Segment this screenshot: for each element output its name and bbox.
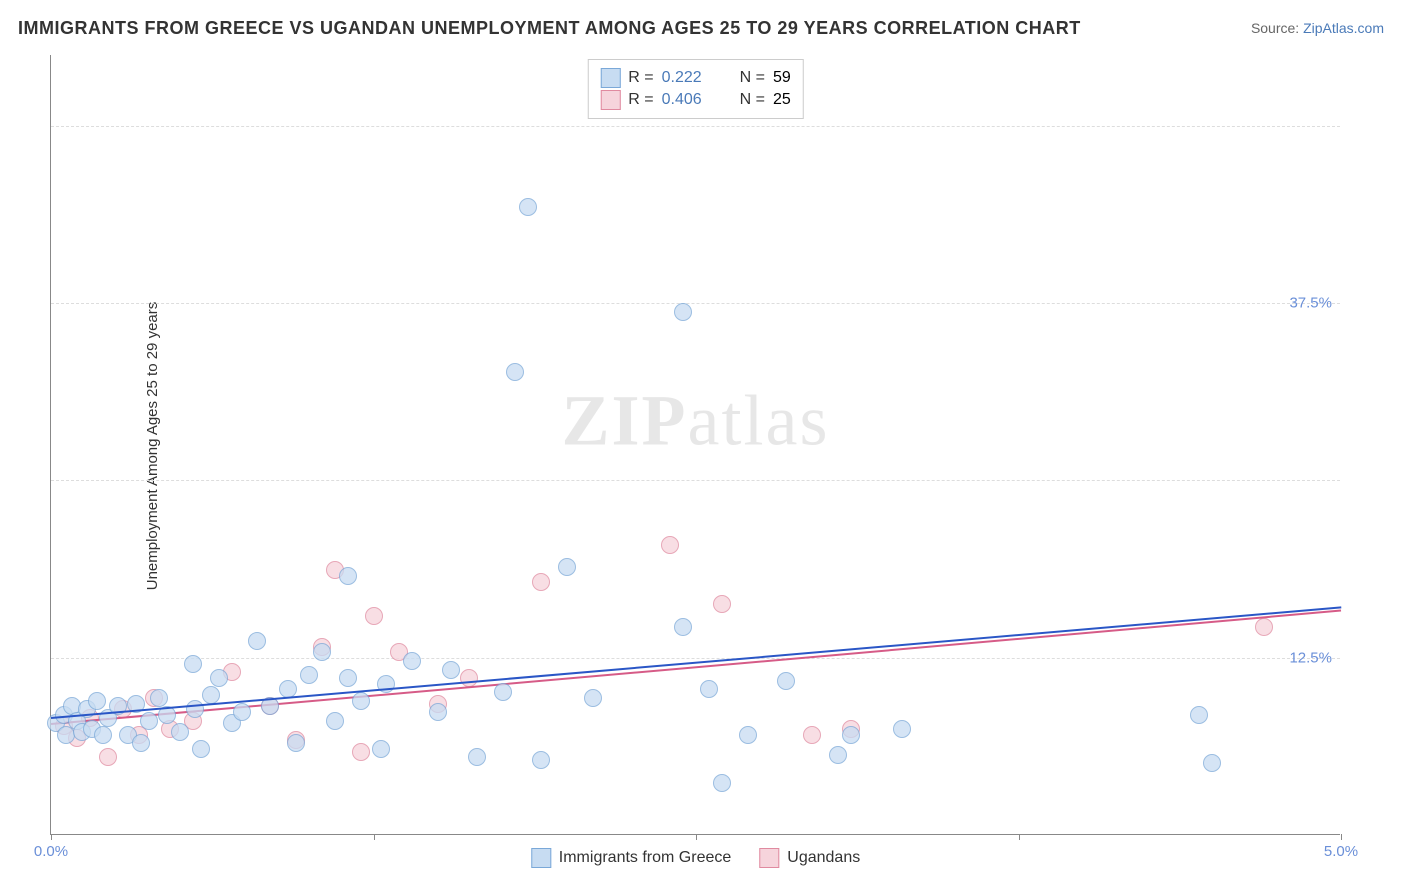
data-point-greece <box>584 689 602 707</box>
data-point-greece <box>184 655 202 673</box>
data-point-ugandans <box>532 573 550 591</box>
r-value-ugandans: 0.406 <box>662 91 718 109</box>
data-point-greece <box>429 703 447 721</box>
gridline <box>51 658 1340 659</box>
y-tick-label: 37.5% <box>1289 295 1332 312</box>
correlation-legend: R = 0.222 N = 59 R = 0.406 N = 25 <box>587 59 803 119</box>
data-point-greece <box>532 751 550 769</box>
x-tick <box>1341 834 1342 840</box>
gridline <box>51 303 1340 304</box>
data-point-greece <box>171 723 189 741</box>
x-tick-label: 0.0% <box>34 843 68 860</box>
y-tick-label: 12.5% <box>1289 649 1332 666</box>
data-point-greece <box>519 198 537 216</box>
data-point-greece <box>700 680 718 698</box>
series-legend: Immigrants from Greece Ugandans <box>531 848 860 868</box>
data-point-greece <box>202 686 220 704</box>
r-value-greece: 0.222 <box>662 69 718 87</box>
data-point-greece <box>372 740 390 758</box>
data-point-greece <box>739 726 757 744</box>
data-point-greece <box>248 632 266 650</box>
source-link[interactable]: ZipAtlas.com <box>1303 20 1384 36</box>
data-point-greece <box>442 661 460 679</box>
data-point-greece <box>192 740 210 758</box>
data-point-greece <box>494 683 512 701</box>
legend-label-greece: Immigrants from Greece <box>559 849 731 867</box>
data-point-greece <box>1190 706 1208 724</box>
swatch-ugandans <box>759 848 779 868</box>
data-point-ugandans <box>365 607 383 625</box>
data-point-greece <box>1203 754 1221 772</box>
data-point-greece <box>140 712 158 730</box>
data-point-greece <box>94 726 112 744</box>
legend-label-ugandans: Ugandans <box>787 849 860 867</box>
x-tick <box>1019 834 1020 840</box>
data-point-greece <box>339 669 357 687</box>
data-point-ugandans <box>803 726 821 744</box>
legend-row-greece: R = 0.222 N = 59 <box>600 68 790 88</box>
data-point-greece <box>233 703 251 721</box>
swatch-greece <box>600 68 620 88</box>
watermark-light: atlas <box>688 381 830 461</box>
legend-item-greece: Immigrants from Greece <box>531 848 731 868</box>
scatter-plot: ZIPatlas R = 0.222 N = 59 R = 0.406 N = … <box>50 55 1340 835</box>
data-point-greece <box>777 672 795 690</box>
data-point-greece <box>326 712 344 730</box>
n-value-ugandans: 25 <box>773 91 791 109</box>
data-point-greece <box>132 734 150 752</box>
r-label: R = <box>628 91 653 109</box>
data-point-greece <box>150 689 168 707</box>
data-point-greece <box>558 558 576 576</box>
data-point-greece <box>403 652 421 670</box>
x-tick <box>374 834 375 840</box>
data-point-greece <box>468 748 486 766</box>
data-point-greece <box>88 692 106 710</box>
x-tick-label: 5.0% <box>1324 843 1358 860</box>
r-label: R = <box>628 69 653 87</box>
data-point-greece <box>352 692 370 710</box>
chart-title: IMMIGRANTS FROM GREECE VS UGANDAN UNEMPL… <box>18 18 1081 39</box>
legend-row-ugandans: R = 0.406 N = 25 <box>600 90 790 110</box>
data-point-greece <box>842 726 860 744</box>
gridline <box>51 126 1340 127</box>
gridline <box>51 480 1340 481</box>
swatch-greece <box>531 848 551 868</box>
data-point-ugandans <box>460 669 478 687</box>
n-label: N = <box>740 91 765 109</box>
data-point-greece <box>829 746 847 764</box>
n-value-greece: 59 <box>773 69 791 87</box>
watermark-bold: ZIP <box>562 381 688 461</box>
data-point-ugandans <box>352 743 370 761</box>
n-label: N = <box>740 69 765 87</box>
data-point-greece <box>893 720 911 738</box>
data-point-ugandans <box>1255 618 1273 636</box>
data-point-greece <box>186 700 204 718</box>
regression-line-greece <box>51 607 1341 720</box>
data-point-greece <box>210 669 228 687</box>
legend-item-ugandans: Ugandans <box>759 848 860 868</box>
data-point-greece <box>506 363 524 381</box>
source-label: Source: ZipAtlas.com <box>1251 20 1384 36</box>
x-tick <box>696 834 697 840</box>
data-point-greece <box>300 666 318 684</box>
data-point-greece <box>713 774 731 792</box>
data-point-greece <box>674 618 692 636</box>
data-point-greece <box>674 303 692 321</box>
x-tick <box>51 834 52 840</box>
data-point-greece <box>339 567 357 585</box>
data-point-ugandans <box>713 595 731 613</box>
swatch-ugandans <box>600 90 620 110</box>
watermark: ZIPatlas <box>562 380 830 463</box>
data-point-greece <box>287 734 305 752</box>
data-point-greece <box>313 643 331 661</box>
data-point-ugandans <box>661 536 679 554</box>
data-point-ugandans <box>99 748 117 766</box>
source-prefix: Source: <box>1251 20 1303 36</box>
